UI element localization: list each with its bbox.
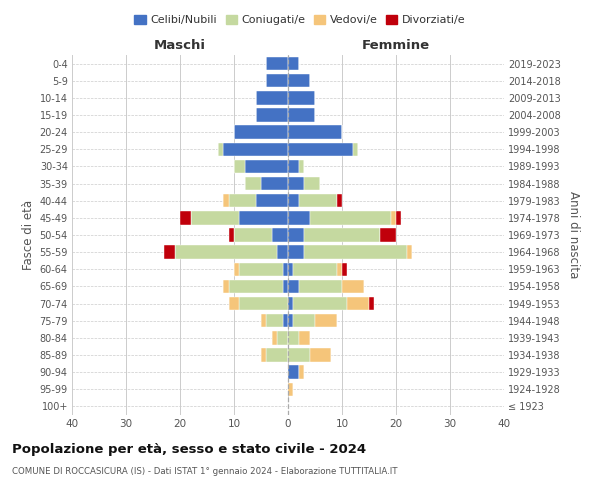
Bar xyxy=(266,74,288,88)
Bar xyxy=(277,246,288,259)
Bar xyxy=(315,314,337,328)
Bar xyxy=(293,314,315,328)
Bar xyxy=(288,211,310,224)
Bar xyxy=(288,331,299,344)
Text: COMUNE DI ROCCASICURA (IS) - Dati ISTAT 1° gennaio 2024 - Elaborazione TUTTITALI: COMUNE DI ROCCASICURA (IS) - Dati ISTAT … xyxy=(12,468,398,476)
Bar xyxy=(304,177,320,190)
Bar xyxy=(229,297,239,310)
Bar xyxy=(239,262,283,276)
Bar xyxy=(288,177,304,190)
Bar xyxy=(337,194,342,207)
Bar xyxy=(288,366,299,379)
Bar xyxy=(396,211,401,224)
Bar xyxy=(229,194,256,207)
Bar xyxy=(239,297,288,310)
Bar xyxy=(223,142,288,156)
Bar xyxy=(304,246,407,259)
Bar xyxy=(272,228,288,241)
Bar xyxy=(299,280,342,293)
Bar xyxy=(256,91,288,104)
Bar xyxy=(272,331,277,344)
Bar xyxy=(261,348,266,362)
Bar xyxy=(310,348,331,362)
Bar xyxy=(299,194,337,207)
Bar xyxy=(380,228,396,241)
Bar xyxy=(239,211,288,224)
Legend: Celibi/Nubili, Coniugati/e, Vedovi/e, Divorziati/e: Celibi/Nubili, Coniugati/e, Vedovi/e, Di… xyxy=(130,10,470,30)
Bar xyxy=(369,297,374,310)
Bar xyxy=(288,74,310,88)
Bar xyxy=(277,331,288,344)
Text: Maschi: Maschi xyxy=(154,38,206,52)
Bar xyxy=(288,262,293,276)
Bar xyxy=(229,280,283,293)
Bar xyxy=(337,262,342,276)
Bar xyxy=(223,280,229,293)
Bar xyxy=(288,142,353,156)
Bar xyxy=(266,314,283,328)
Bar xyxy=(234,228,272,241)
Bar xyxy=(218,142,223,156)
Bar xyxy=(304,228,380,241)
Bar xyxy=(256,194,288,207)
Bar xyxy=(288,91,315,104)
Bar xyxy=(342,280,364,293)
Bar xyxy=(310,211,391,224)
Bar xyxy=(288,246,304,259)
Bar xyxy=(293,262,337,276)
Bar xyxy=(299,331,310,344)
Bar xyxy=(288,382,293,396)
Bar xyxy=(234,160,245,173)
Bar xyxy=(288,194,299,207)
Bar xyxy=(288,160,299,173)
Bar xyxy=(164,246,175,259)
Bar xyxy=(288,348,310,362)
Bar xyxy=(229,228,234,241)
Bar xyxy=(342,262,347,276)
Bar xyxy=(223,194,229,207)
Bar xyxy=(353,142,358,156)
Bar xyxy=(245,177,261,190)
Bar xyxy=(191,211,239,224)
Bar xyxy=(234,262,239,276)
Bar xyxy=(288,126,342,139)
Bar xyxy=(288,228,304,241)
Bar xyxy=(347,297,369,310)
Bar xyxy=(288,57,299,70)
Bar xyxy=(391,211,396,224)
Text: Popolazione per età, sesso e stato civile - 2024: Popolazione per età, sesso e stato civil… xyxy=(12,442,366,456)
Bar xyxy=(288,108,315,122)
Y-axis label: Fasce di età: Fasce di età xyxy=(22,200,35,270)
Bar xyxy=(261,177,288,190)
Bar xyxy=(283,314,288,328)
Bar xyxy=(288,297,293,310)
Bar xyxy=(283,280,288,293)
Bar xyxy=(245,160,288,173)
Bar xyxy=(261,314,266,328)
Bar xyxy=(299,366,304,379)
Bar xyxy=(288,280,299,293)
Bar xyxy=(266,57,288,70)
Bar xyxy=(175,246,277,259)
Bar xyxy=(180,211,191,224)
Bar xyxy=(234,126,288,139)
Bar xyxy=(299,160,304,173)
Text: Femmine: Femmine xyxy=(362,38,430,52)
Bar xyxy=(407,246,412,259)
Bar xyxy=(256,108,288,122)
Bar xyxy=(293,297,347,310)
Bar xyxy=(266,348,288,362)
Bar xyxy=(283,262,288,276)
Y-axis label: Anni di nascita: Anni di nascita xyxy=(568,192,580,278)
Bar xyxy=(288,314,293,328)
